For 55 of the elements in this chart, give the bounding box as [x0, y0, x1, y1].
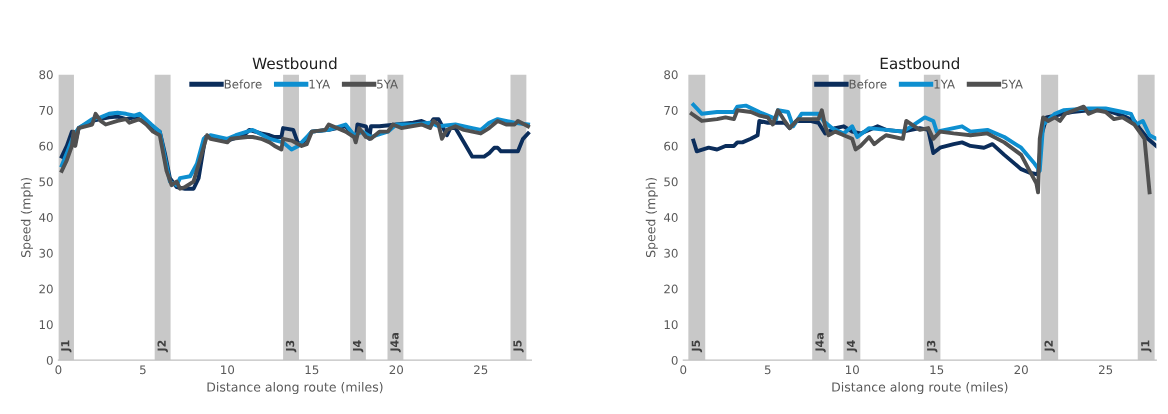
band-label: J2 [157, 340, 168, 353]
x-tick-label: 10 [846, 365, 859, 375]
legend-label: 5YA [1001, 79, 1023, 89]
line-series [689, 104, 1152, 195]
y-tick-label: 40 [663, 213, 678, 222]
band-label: J4a [815, 333, 826, 353]
x-tick-label: 25 [1098, 365, 1113, 375]
chart-title: Westbound [252, 57, 337, 70]
band-label: J5 [513, 340, 524, 353]
y-tick-label: 10 [39, 320, 53, 330]
band-label: J4 [846, 340, 858, 353]
legend-label: 1YA [934, 79, 955, 89]
legend-label: Before [224, 79, 262, 89]
band-label: J4a [390, 333, 401, 353]
x-tick-label: 15 [930, 365, 944, 375]
x-tick-label: 20 [389, 365, 404, 375]
band-label: J1 [61, 340, 72, 353]
x-tick-label: 15 [305, 365, 319, 375]
x-tick-label: 5 [140, 365, 146, 375]
legend-label: 1YA [309, 79, 331, 89]
band-label: J3 [285, 340, 297, 353]
band-label: J4 [352, 340, 364, 353]
x-axis-title: Distance along route (miles) [832, 382, 1008, 395]
band-label: J5 [691, 340, 703, 353]
y-tick-label: 80 [664, 70, 678, 80]
chart-title: Eastbound [880, 57, 959, 70]
y-tick-label: 30 [664, 248, 678, 258]
y-tick-label: 80 [39, 70, 53, 80]
x-tick-label: 25 [474, 365, 488, 375]
y-tick-label: 0 [671, 355, 678, 365]
y-tick-label: 40 [39, 213, 53, 222]
band-label: J3 [926, 340, 938, 353]
x-tick-label: 0 [55, 365, 62, 375]
y-tick-label: 70 [664, 105, 678, 115]
band-label: J1 [1141, 340, 1152, 353]
y-tick-label: 60 [664, 141, 678, 151]
y-axis-title: Speed (mph) [20, 177, 33, 257]
x-tick-label: 20 [1014, 365, 1028, 375]
x-tick-label: 5 [764, 365, 771, 375]
y-tick-label: 70 [39, 105, 53, 115]
y-tick-label: 20 [39, 284, 53, 294]
x-tick-label: 10 [221, 365, 235, 375]
x-tick-label: 0 [680, 365, 687, 375]
legend-label: Before [849, 79, 887, 89]
y-tick-label: 50 [664, 177, 678, 187]
legend-label: 5YA [377, 79, 398, 89]
x-axis-title: Distance along route (miles) [207, 382, 383, 395]
y-tick-label: 60 [39, 141, 53, 151]
band-label: J2 [1044, 340, 1055, 353]
y-tick-label: 50 [39, 177, 53, 187]
y-tick-label: 10 [664, 320, 678, 330]
y-tick-label: 20 [664, 284, 678, 294]
y-tick-label: 0 [46, 355, 53, 365]
y-tick-label: 30 [39, 248, 53, 258]
y-axis-title: Speed (mph) [645, 177, 658, 257]
